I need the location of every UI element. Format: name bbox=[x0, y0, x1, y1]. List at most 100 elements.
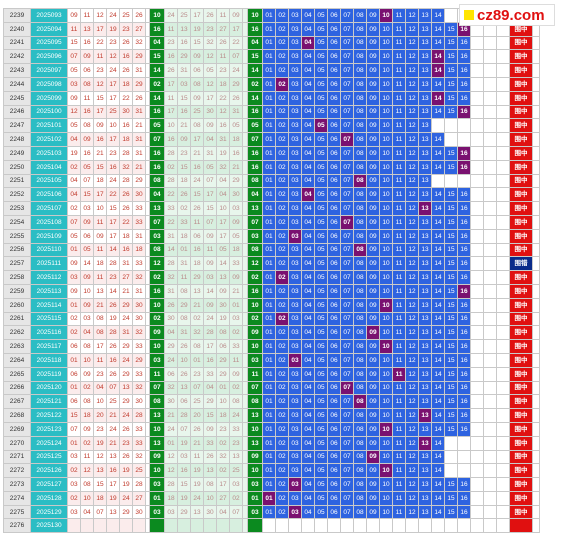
empty-cell bbox=[470, 145, 484, 161]
red-ball-cell: 31 bbox=[132, 145, 146, 161]
spacer-cell bbox=[532, 504, 540, 520]
red-ball-cell: 18 bbox=[119, 132, 133, 147]
blue-range-cell: 07 bbox=[340, 463, 354, 479]
blue-range-cell: 13 bbox=[418, 325, 432, 341]
blue-hit-cell: 03 bbox=[288, 477, 302, 492]
blue-range-cell: 14 bbox=[431, 504, 445, 520]
blue-ball-cell: 02 bbox=[149, 76, 165, 92]
sorted-ball-cell: 23 bbox=[216, 421, 230, 437]
sorted-ball-cell: 19 bbox=[190, 463, 204, 479]
blue-range-cell: 08 bbox=[353, 463, 367, 479]
sorted-ball-cell: 11 bbox=[164, 90, 178, 106]
blue-ball-cell: 16 bbox=[149, 21, 165, 37]
empty-cell bbox=[483, 435, 497, 451]
blue-range-cell: 09 bbox=[366, 297, 380, 313]
blue-range-cell: 07 bbox=[340, 145, 354, 161]
sorted-ball-cell: 08 bbox=[229, 394, 243, 410]
logo-square-icon bbox=[464, 10, 474, 20]
result-badge: 围中 bbox=[509, 380, 533, 396]
sorted-ball-cell: 09 bbox=[190, 49, 204, 65]
sorted-ball-cell: 08 bbox=[190, 76, 204, 92]
blue-range-cell: 08 bbox=[353, 435, 367, 451]
blue-range-cell: 09 bbox=[366, 463, 380, 479]
blue-range-cell: 14 bbox=[431, 145, 445, 161]
sorted-ball-cell: 11 bbox=[229, 352, 243, 368]
red-ball-cell: 33 bbox=[132, 421, 146, 437]
empty-cell bbox=[431, 118, 445, 134]
empty-cell bbox=[444, 173, 458, 189]
spacer-cell bbox=[532, 449, 540, 465]
blue-hit-cell: 02 bbox=[275, 270, 289, 285]
red-ball-cell: 16 bbox=[106, 159, 120, 175]
blue-range-cell: 07 bbox=[340, 408, 354, 423]
red-ball-cell: 18 bbox=[80, 408, 94, 423]
blue-hit-cell: 13 bbox=[418, 408, 432, 423]
blue-range-cell: 07 bbox=[340, 477, 354, 492]
blue-range-cell: 16 bbox=[457, 256, 471, 272]
red-ball-cell: 09 bbox=[67, 8, 81, 23]
red-ball-cell: 09 bbox=[80, 366, 94, 382]
blue-range-cell: 01 bbox=[262, 201, 276, 216]
red-ball-cell: 29 bbox=[132, 173, 146, 189]
empty-cell bbox=[483, 463, 497, 479]
sorted-ball-cell: 15 bbox=[190, 35, 204, 51]
table-row: 2244 2025098 03 08 12 17 18 29 02 17 03 08 12 18 29 02 0… bbox=[3, 76, 540, 92]
blue-hit-cell: 10 bbox=[379, 8, 393, 23]
red-ball-cell: 08 bbox=[80, 118, 94, 134]
red-ball-cell: 21 bbox=[132, 118, 146, 134]
empty-cell bbox=[470, 463, 484, 479]
red-ball-cell: 10 bbox=[93, 394, 107, 410]
red-ball-cell: 13 bbox=[80, 21, 94, 37]
empty-cell bbox=[470, 159, 484, 175]
result-badge bbox=[509, 518, 533, 533]
sorted-ball-cell: 16 bbox=[177, 463, 191, 479]
row-index: 2253 bbox=[3, 201, 31, 216]
blue-hit-cell: 04 bbox=[301, 187, 315, 203]
red-ball-cell: 21 bbox=[106, 435, 120, 451]
empty-cell bbox=[496, 76, 510, 92]
blue-range-cell: 06 bbox=[327, 214, 341, 230]
blue-range-cell: 16 bbox=[457, 201, 471, 216]
issue-number: 2025112 bbox=[30, 270, 68, 285]
blue-range-cell: 14 bbox=[431, 463, 445, 479]
blue-range-cell: 06 bbox=[327, 187, 341, 203]
sorted-ball-cell: 28 bbox=[164, 477, 178, 492]
blue-range-cell: 13 bbox=[418, 339, 432, 354]
blue-range-cell: 12 bbox=[405, 352, 419, 368]
row-index: 2276 bbox=[3, 518, 31, 533]
blue-range-cell: 09 bbox=[366, 339, 380, 354]
red-ball-cell: 06 bbox=[67, 339, 81, 354]
result-badge: 围中 bbox=[509, 159, 533, 175]
result-badge: 围中 bbox=[509, 408, 533, 423]
empty-cell bbox=[366, 518, 380, 533]
site-logo[interactable]: cz89.com bbox=[459, 4, 555, 26]
blue-ball-repeat-cell: 08 bbox=[247, 242, 263, 258]
empty-cell bbox=[496, 132, 510, 147]
red-ball-cell: 28 bbox=[132, 477, 146, 492]
sorted-ball-cell: 11 bbox=[203, 242, 217, 258]
red-ball-cell: 23 bbox=[93, 366, 107, 382]
blue-range-cell: 08 bbox=[353, 145, 367, 161]
blue-range-cell: 02 bbox=[275, 408, 289, 423]
red-ball-cell: 08 bbox=[93, 311, 107, 327]
blue-range-cell: 11 bbox=[392, 187, 406, 203]
blue-range-cell: 14 bbox=[431, 297, 445, 313]
blue-range-cell: 14 bbox=[431, 449, 445, 465]
sorted-ball-cell: 18 bbox=[229, 242, 243, 258]
red-ball-cell: 09 bbox=[93, 228, 107, 244]
blue-ball-repeat-cell: 16 bbox=[247, 159, 263, 175]
blue-range-cell: 06 bbox=[327, 35, 341, 51]
row-index: 2260 bbox=[3, 297, 31, 313]
spacer-cell bbox=[532, 228, 540, 244]
empty-cell bbox=[483, 201, 497, 216]
table-row: 2266 2025120 01 02 04 07 13 32 07 32 13 07 04 01 02 07 0… bbox=[3, 380, 540, 396]
history-grid: 2239 2025093 09 11 12 24 25 26 10 24 25 17 26 11 09 10 0… bbox=[3, 8, 540, 533]
empty-cell bbox=[496, 35, 510, 51]
blue-range-cell: 04 bbox=[301, 63, 315, 78]
table-row: 2256 2025110 01 05 11 14 16 18 08 14 01 16 11 05 18 08 0… bbox=[3, 242, 540, 258]
blue-range-cell: 14 bbox=[431, 394, 445, 410]
sorted-ball-cell: 18 bbox=[177, 228, 191, 244]
blue-hit-cell: 04 bbox=[301, 35, 315, 51]
sorted-ball-cell: 02 bbox=[229, 490, 243, 506]
blue-range-cell: 04 bbox=[301, 8, 315, 23]
